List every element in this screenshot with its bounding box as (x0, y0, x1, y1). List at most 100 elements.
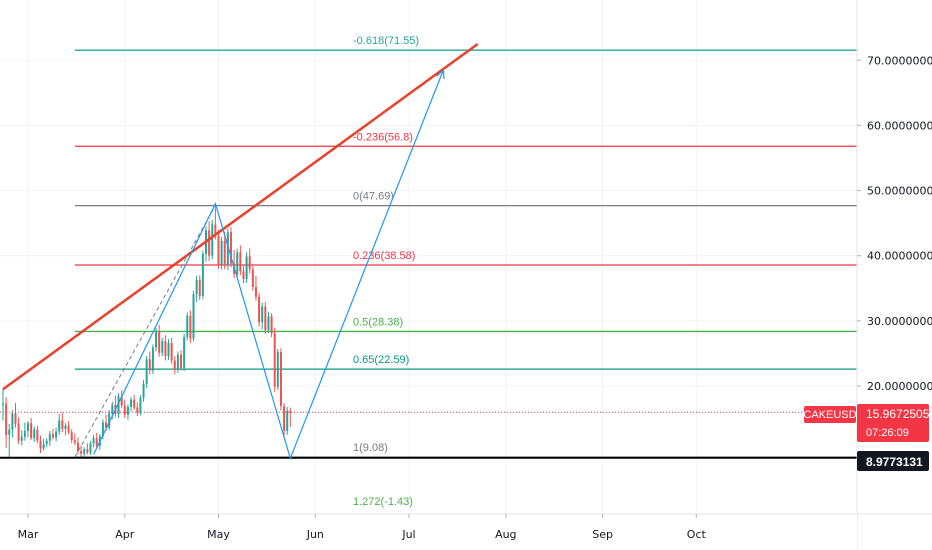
candle-body (223, 240, 226, 266)
candle-body (248, 256, 251, 270)
price-tick-label: 40.0000000 (867, 250, 932, 263)
candle-body (289, 410, 292, 413)
candle-body (108, 413, 111, 428)
candle-body (180, 354, 183, 368)
candle-body (286, 410, 289, 431)
candle-body (239, 252, 242, 272)
candle-body (11, 413, 14, 430)
candle-body (45, 440, 48, 444)
time-axis[interactable]: Mar Apr May Jun Jul Aug Sep Oct (0, 513, 932, 550)
trend-line[interactable] (2, 43, 479, 391)
candle-body (76, 442, 79, 452)
candle-body (105, 422, 108, 428)
candle-body (120, 396, 123, 406)
time-tick-label: Sep (592, 528, 613, 541)
candle-body (5, 403, 8, 435)
candle-body (198, 279, 201, 297)
price-tick-label: 70.0000000 (867, 54, 932, 67)
candle-body (208, 230, 211, 256)
time-tick-label: May (207, 528, 230, 541)
candle-body (167, 343, 170, 357)
candle-body (123, 405, 126, 415)
candle-body (2, 403, 4, 405)
candle-body (236, 252, 239, 274)
last-price-tag-bg (857, 404, 929, 442)
candle-body (192, 294, 195, 339)
candle-body (258, 296, 261, 323)
candle-body (211, 224, 214, 256)
candle-body (270, 316, 273, 334)
symbol-tag: CAKEUSD (803, 409, 856, 421)
candle-body (226, 232, 229, 266)
price-tick-label: 30.0000000 (867, 315, 932, 328)
candlestick-series (2, 205, 292, 458)
candle-body (111, 404, 114, 414)
candle-body (42, 443, 45, 449)
last-price-tag: 15.9672505 (866, 407, 930, 421)
candle-body (14, 413, 17, 424)
candle-body (20, 436, 23, 441)
candle-body (195, 279, 198, 295)
candle-body (86, 449, 89, 453)
candle-body (261, 306, 264, 323)
candle-body (264, 306, 267, 330)
candle-body (145, 359, 148, 385)
fib-level-label: 0.236(38.58) (353, 250, 415, 262)
candle-body (229, 232, 232, 264)
time-tick-label: Apr (115, 528, 135, 541)
candle-body (279, 352, 282, 407)
projection-path[interactable] (93, 69, 444, 461)
candle-body (67, 425, 70, 433)
time-tick-label: Oct (687, 528, 707, 541)
drawings-layer[interactable] (0, 43, 857, 461)
candle-body (242, 271, 245, 280)
candle-body (189, 315, 192, 339)
candle-body (161, 341, 164, 353)
candle-body (201, 253, 204, 297)
candle-body (183, 337, 186, 368)
grid-lines (0, 0, 857, 514)
candle-body (276, 352, 279, 387)
candle-body (251, 269, 254, 287)
candle-body (36, 429, 39, 441)
candle-body (136, 407, 139, 413)
fib-level-label: -0.618(71.55) (353, 35, 419, 47)
candle-body (92, 438, 95, 444)
fib-level-label: -0.236(56.8) (353, 131, 413, 143)
fib-retracement-tool[interactable]: -0.618(71.55) -0.236(56.8) 0(47.69) 0.236(3… (74, 35, 857, 508)
time-tick-label: Mar (18, 528, 39, 541)
price-tick-label: 50.0000000 (867, 185, 932, 198)
candle-body (23, 430, 26, 437)
candle-body (58, 420, 61, 432)
fib-level-label: 0(47.69) (353, 191, 394, 203)
candle-body (70, 432, 73, 441)
candle-body (48, 434, 51, 441)
fib-trend-connector (74, 205, 216, 458)
candle-body (283, 406, 286, 431)
candle-body (142, 384, 145, 398)
candle-body (176, 354, 179, 370)
candle-body (89, 443, 92, 453)
candle-body (64, 425, 67, 429)
symbol-tag-bg (804, 406, 856, 423)
candle-body (80, 451, 83, 454)
candle-body (61, 420, 64, 429)
candle-body (273, 333, 276, 387)
candle-body (158, 331, 161, 353)
price-tick-label: 60.0000000 (867, 119, 932, 132)
candle-body (101, 422, 104, 437)
candle-body (83, 449, 86, 454)
candle-body (220, 240, 223, 265)
candle-body (130, 399, 133, 407)
time-axis-bg (0, 514, 857, 550)
fib-level-label: 0.65(22.59) (353, 354, 409, 366)
time-tick-label: Jun (306, 528, 324, 541)
candle-body (126, 406, 129, 415)
fib-level-label: 0.5(28.38) (353, 316, 403, 328)
time-tick-label: Aug (495, 528, 516, 541)
candle-body (8, 429, 11, 435)
marked-level-tag-bg (857, 451, 929, 471)
candle-body (95, 438, 98, 446)
candle-body (155, 331, 158, 348)
